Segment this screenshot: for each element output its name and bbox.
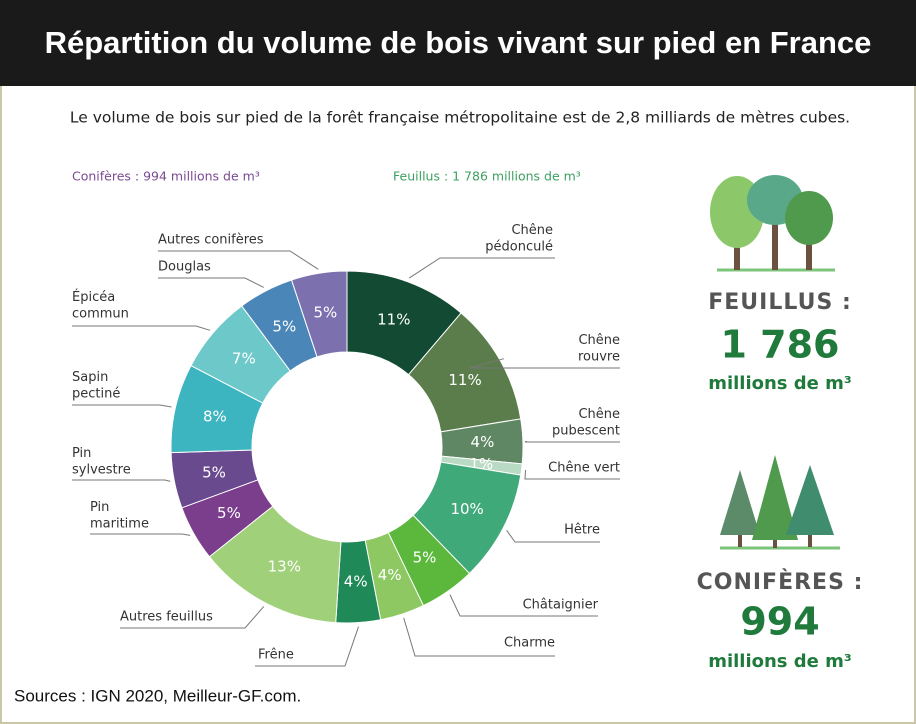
category-label: Sapin pectiné (72, 370, 120, 401)
value-label: 4% (471, 433, 495, 451)
value-label: 8% (203, 407, 227, 425)
category-label: Autres conifères (158, 233, 264, 248)
category-label: Chêne pédonculé (485, 223, 553, 254)
leader-line (449, 594, 598, 617)
leader-line (158, 277, 264, 288)
category-label: Hêtre (564, 523, 600, 538)
value-label: 4% (378, 566, 402, 584)
leader-line (403, 617, 555, 657)
category-label: Pin maritime (90, 500, 149, 531)
leader-line (524, 440, 620, 443)
leader-line (524, 469, 620, 480)
summary-unit: millions de m³ (708, 651, 852, 672)
value-label: 4% (344, 573, 368, 591)
title-bar (0, 0, 916, 86)
category-label: Épicéa commun (72, 289, 129, 321)
value-label: 13% (268, 558, 301, 576)
leader-line (72, 404, 172, 408)
value-label: 5% (272, 317, 296, 335)
summary-heading: FEUILLUS : (708, 290, 852, 315)
conifer-icon (720, 455, 840, 550)
subtitle: Le volume de bois sur pied de la forêt f… (70, 109, 850, 127)
category-label: Châtaignier (523, 598, 599, 613)
leader-line (506, 529, 600, 543)
leader-line (72, 479, 171, 482)
summary-unit: millions de m³ (708, 373, 852, 394)
value-label: 7% (232, 350, 256, 368)
category-label: Frêne (258, 648, 294, 663)
category-label: Douglas (158, 260, 211, 275)
value-label: 5% (202, 463, 226, 481)
leader-line (158, 250, 319, 270)
donut-segment (290, 270, 348, 358)
category-label: Chêne pubescent (552, 407, 620, 438)
group-label: Conifères : 994 millions de m³ (72, 169, 260, 184)
group-label: Feuillus : 1 786 millions de m³ (393, 169, 581, 184)
leader-line (255, 626, 360, 667)
category-label: Chêne rouvre (578, 333, 620, 364)
value-label: 5% (413, 549, 437, 567)
summary-amount: 1 786 (721, 323, 840, 367)
summary-amount: 994 (740, 600, 819, 644)
value-label: 5% (217, 504, 241, 522)
summary-heading: CONIFÈRES : (697, 569, 864, 595)
deciduous-icon (710, 175, 835, 272)
category-label: Pin sylvestre (72, 446, 131, 477)
category-label: Charme (504, 636, 555, 651)
category-label: Autres feuillus (120, 610, 213, 625)
leader-line (90, 533, 191, 536)
category-label: Chêne vert (548, 461, 620, 476)
value-label: 11% (448, 371, 481, 389)
leader-line (120, 606, 265, 629)
source: Sources : IGN 2020, Meilleur-GF.com. (14, 686, 301, 705)
leader-line (469, 358, 620, 369)
value-label: 5% (313, 304, 337, 322)
leader-line (72, 325, 211, 331)
chart-title: Répartition du volume de bois vivant sur… (45, 25, 872, 60)
value-label: 10% (450, 500, 483, 518)
leader-line (408, 257, 555, 279)
value-label: 11% (377, 310, 410, 328)
